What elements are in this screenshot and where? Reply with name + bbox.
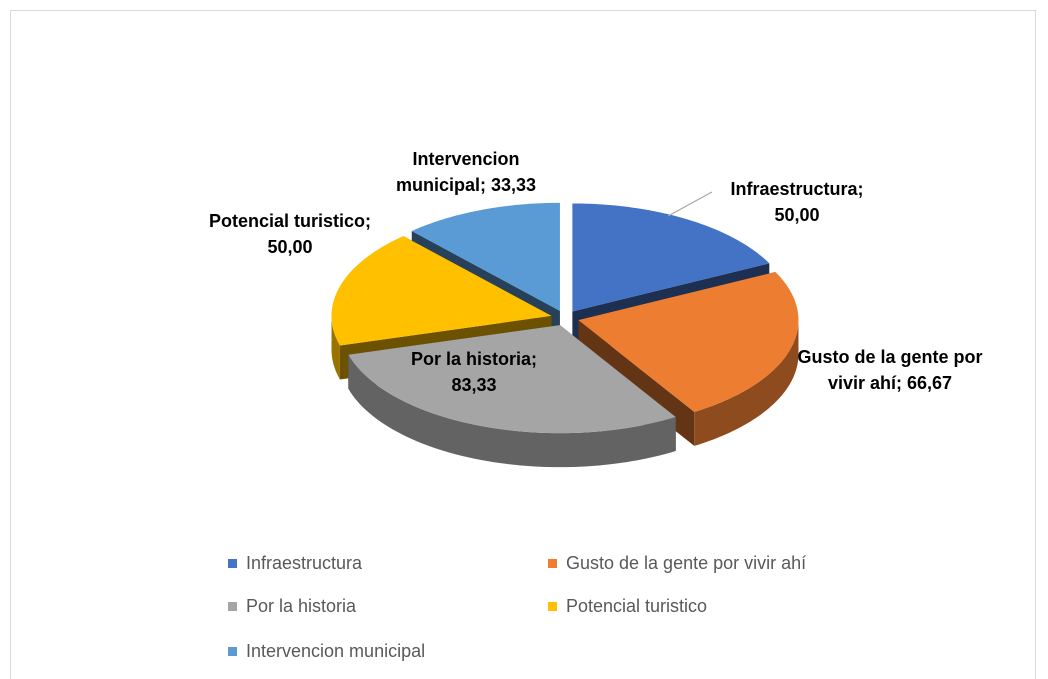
legend-swatch [228,647,237,656]
slice-wall [694,320,799,446]
legend-label: Infraestructura [246,553,363,573]
pie-slice-top [578,271,799,412]
legend-swatch [548,559,557,568]
data-label: Infraestructura; 50,00 [730,179,864,225]
legend-item: Infraestructura [228,553,362,574]
legend-label: Por la historia [246,596,357,616]
data-label: Intervencion municipal; 33,33 [395,149,537,195]
pie-slice-top [572,203,770,312]
legend-swatch [228,559,237,568]
data-label: Gusto de la gente por vivir ahí; 66,67 [797,347,983,393]
pie-slice-top [331,236,552,346]
legend-item: Gusto de la gente por vivir ahí [548,553,806,574]
slice-wall [348,354,676,468]
legend-item: Intervencion municipal [228,641,425,662]
legend-item: Por la historia [228,596,356,617]
data-label: Potencial turistico; 50,00 [208,211,372,257]
legend-item: Potencial turistico [548,596,707,617]
legend-swatch [228,602,237,611]
pie-slice-top [411,202,560,311]
legend-swatch [548,602,557,611]
legend-label: Gusto de la gente por vivir ahí [566,553,807,573]
legend-label: Potencial turistico [566,596,708,616]
legend-label: Intervencion municipal [246,641,426,661]
leader-line [667,191,713,217]
slice-wall [331,315,340,380]
pie-slice [348,325,676,468]
data-label: Por la historia; 83,33 [410,349,538,395]
pie-slice-top [348,325,676,434]
chart-frame [10,10,1036,679]
